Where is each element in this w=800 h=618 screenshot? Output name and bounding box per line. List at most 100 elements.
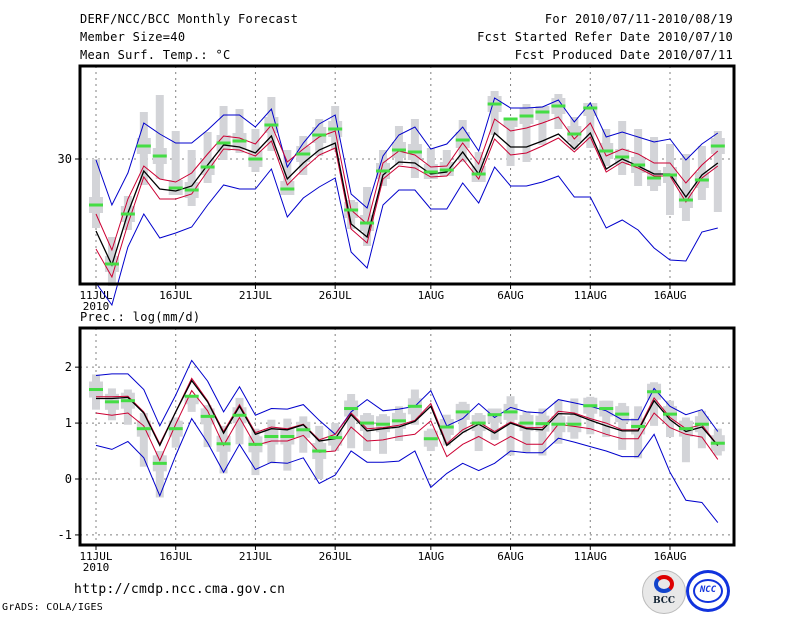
temp-spread-bar [187,150,196,206]
prec-quartile-box [184,395,199,405]
temp-spread-bar [426,148,435,179]
bottom-variable-label: Prec.: log(mm/d) [80,310,201,324]
prec-spread-bar [203,405,212,448]
prec-observed-mark [471,421,486,425]
prec-observed-mark [168,427,183,431]
prec-observed-mark [423,437,438,441]
prec-observed-mark [503,410,518,414]
temp-observed-mark [312,133,327,137]
source-url[interactable]: http://cmdp.ncc.cma.gov.cn [74,582,286,597]
temp-observed-mark [519,114,534,118]
temp-observed-mark [407,150,422,154]
prec-observed-mark [360,421,375,425]
temp-observed-mark [678,198,693,202]
prec-observed-mark [710,441,725,445]
prec-observed-mark [391,419,406,423]
temp-y-tick-label: 30 [58,152,72,166]
temp-observed-mark [168,186,183,190]
prec-observed-mark [184,394,199,398]
ncc-logo-globe-icon [693,579,723,603]
temp-observed-mark [535,110,550,114]
prec-x-tick-label: 21JUL [239,550,272,563]
prec-y-tick-label: 0 [65,472,72,486]
temp-observed-mark [455,138,470,142]
prec-observed-mark [296,428,311,432]
temp-observed-mark [471,172,486,176]
temp-spread-bar [586,103,595,148]
temp-observed-mark [694,178,709,182]
prec-observed-mark [328,436,343,440]
prec-spread-bar [155,451,164,498]
temp-spread-bar [171,131,180,195]
temp-observed-mark [615,155,630,159]
temp-observed-mark [184,188,199,192]
prec-lower-line [95,389,719,462]
temp-observed-mark [583,106,598,110]
prec-observed-mark [551,422,566,426]
bcc-logo-text: BCC [652,596,676,606]
prec-observed-mark [120,399,135,403]
temp-spread-bar [618,121,627,175]
temp-observed-mark [503,117,518,121]
temp-observed-mark [296,152,311,156]
prec-observed-mark [376,422,390,426]
temp-spread-bar [522,104,531,162]
prec-observed-mark [407,404,422,408]
prec-observed-mark [663,412,677,416]
temp-observed-mark [360,221,375,225]
prec-x-tick-label: 16JUL [159,550,192,563]
prec-observed-mark [216,442,231,446]
prec-spread-bar [379,414,387,454]
temp-observed-mark [376,169,390,173]
prec-observed-mark [439,425,454,429]
prec-spread-bar [139,413,148,467]
temp-observed-mark [710,144,725,148]
temp-observed-mark [423,170,438,174]
temp-x-tick-label: 1AUG [418,289,445,302]
prec-observed-mark [152,461,167,465]
temp-spread-bar [538,106,547,145]
temp-spread-bar [203,132,212,183]
prec-spread-bar [506,396,515,456]
prec-observed-mark [631,424,646,428]
prec-observed-mark [104,400,119,404]
temp-observed-mark [551,104,566,108]
temp-observed-mark [631,163,646,167]
temp-plot-frame [78,64,736,286]
prec-observed-mark [248,442,263,446]
prec-spread-bar [538,408,547,456]
temp-observed-mark [232,139,247,143]
temp-observed-mark [328,127,343,131]
bcc-logo: BCC [642,570,686,614]
prec-observed-mark [232,413,247,417]
temp-observed-mark [152,154,167,158]
prec-observed-mark [599,407,614,411]
prec-observed-mark [583,404,598,408]
temp-max-line [95,97,719,209]
temp-x-year-label: 2010 [83,300,110,313]
prec-x-tick-label: 6AUG [497,550,524,563]
prec-y-tick-label: 2 [65,360,72,374]
temp-x-tick-label: 6AUG [497,289,524,302]
prec-spread-bar [602,400,611,438]
prec-y-tick-label: 1 [65,416,72,430]
prec-spread-bar [490,408,499,440]
prec-spread-bar [681,417,690,463]
prec-spread-bar [586,396,595,435]
prec-spread-bar [283,418,292,471]
temp-observed-mark [567,132,582,136]
temp-observed-mark [280,187,295,191]
temp-observed-mark [200,165,215,169]
temp-observed-mark [264,123,279,127]
temp-observed-mark [599,149,614,153]
prec-x-tick-label: 26JUL [319,550,352,563]
temp-x-tick-label: 16AUG [653,289,686,302]
temp-spread-bar [506,118,515,166]
prec-observed-mark [264,435,279,438]
prec-spread-bar [618,402,627,450]
prec-upper-line [96,377,719,446]
temp-observed-mark [487,102,502,106]
prec-observed-mark [89,388,103,392]
prec-spread-bar [363,413,372,452]
